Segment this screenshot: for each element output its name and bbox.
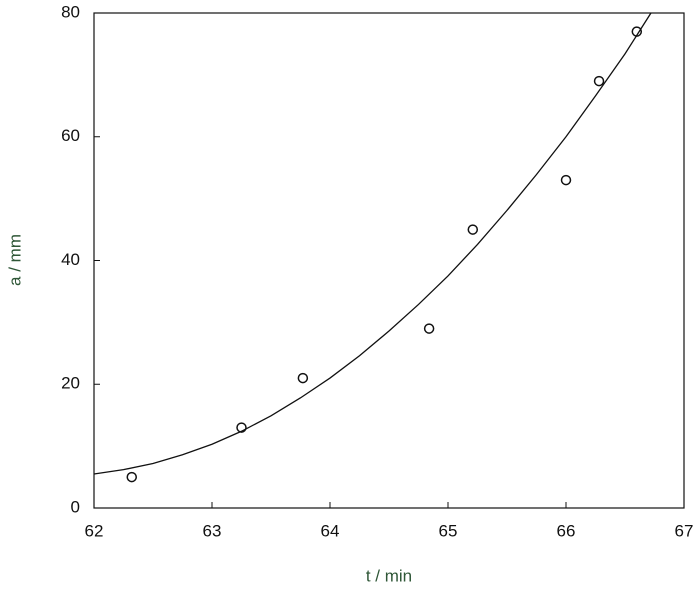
x-tick-label: 62 bbox=[85, 521, 104, 540]
y-tick-label: 80 bbox=[61, 2, 80, 21]
x-tick-label: 64 bbox=[321, 521, 340, 540]
data-point bbox=[236, 422, 247, 433]
data-point bbox=[126, 471, 138, 483]
y-axis-label: a / mm bbox=[5, 234, 24, 286]
plot-frame bbox=[93, 12, 685, 509]
data-point bbox=[560, 174, 572, 186]
y-tick-label: 60 bbox=[61, 126, 80, 145]
x-tick-label: 63 bbox=[203, 521, 222, 540]
y-tick-label: 0 bbox=[71, 497, 80, 516]
data-point bbox=[423, 323, 435, 334]
x-tick-label: 65 bbox=[439, 521, 458, 540]
x-tick-label: 66 bbox=[557, 521, 576, 540]
data-point bbox=[467, 224, 479, 235]
y-tick-label: 40 bbox=[61, 250, 80, 269]
data-point bbox=[593, 75, 605, 87]
fit-curve bbox=[93, 12, 652, 475]
y-tick-label: 20 bbox=[61, 374, 80, 393]
x-tick-label: 67 bbox=[675, 521, 694, 540]
x-axis-label: t / min bbox=[366, 566, 412, 585]
data-point bbox=[297, 372, 309, 384]
